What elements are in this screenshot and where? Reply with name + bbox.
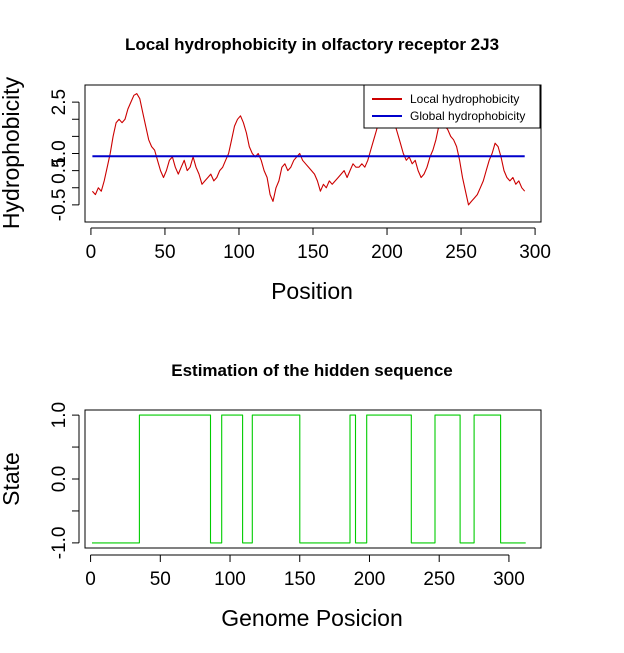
chart1-plot-frame: [84, 84, 542, 223]
c2-x-tick-label: 50: [150, 569, 171, 590]
legend-box: [363, 84, 541, 129]
c2-y-tick-label: 1.0: [49, 402, 70, 428]
c2-x-tick-label: 300: [493, 569, 525, 590]
c1-y-tick-label: 1.0: [49, 140, 70, 166]
hydrophobicity-chart: Local hydrophobicity in olfactory recept…: [0, 35, 551, 304]
c2-x-tick-label: 150: [284, 569, 316, 590]
c2-x-tick-label: 0: [85, 569, 96, 590]
chart2-xlabel: Genome Posicion: [221, 605, 403, 631]
chart2-title: Estimation of the hidden sequence: [171, 361, 452, 380]
c1-y-tick-label: 0.5: [49, 157, 70, 183]
c2-x-tick-label: 200: [354, 569, 386, 590]
c2-y-tick-label: 0.0: [49, 466, 70, 492]
chart2-plot-frame: [84, 409, 542, 549]
chart1-title: Local hydrophobicity in olfactory recept…: [125, 35, 499, 54]
c1-x-tick-label: 100: [223, 242, 255, 263]
chart2-ylabel: State: [0, 452, 24, 506]
chart1-legend: Local hydrophobicity Global hydrophobici…: [363, 84, 541, 129]
chart1-ylabel: Hydrophobicity: [0, 76, 24, 229]
c2-x-tick-label: 100: [214, 569, 246, 590]
legend-label-global: Global hydrophobicity: [410, 109, 525, 123]
c2-series-line-0: [92, 414, 526, 544]
c1-x-tick-label: 150: [297, 242, 329, 263]
legend-label-local: Local hydrophobicity: [410, 92, 519, 106]
c1-x-tick-label: 300: [519, 242, 551, 263]
c1-series-line-0: [91, 93, 526, 206]
chart1-xlabel: Position: [271, 278, 353, 304]
c1-y-tick-label: -0.5: [49, 189, 70, 222]
c1-x-tick-label: 50: [154, 242, 175, 263]
hidden-sequence-chart: Estimation of the hidden sequence 0 50 100…: [0, 361, 542, 631]
c2-y-tick-label: -1.0: [49, 527, 70, 560]
c1-y-tick-label: 2.5: [49, 89, 70, 115]
c1-x-tick-label: 200: [371, 242, 403, 263]
c1-x-tick-label: 0: [86, 242, 97, 263]
c2-x-tick-label: 250: [423, 569, 455, 590]
c1-x-tick-label: 250: [445, 242, 477, 263]
